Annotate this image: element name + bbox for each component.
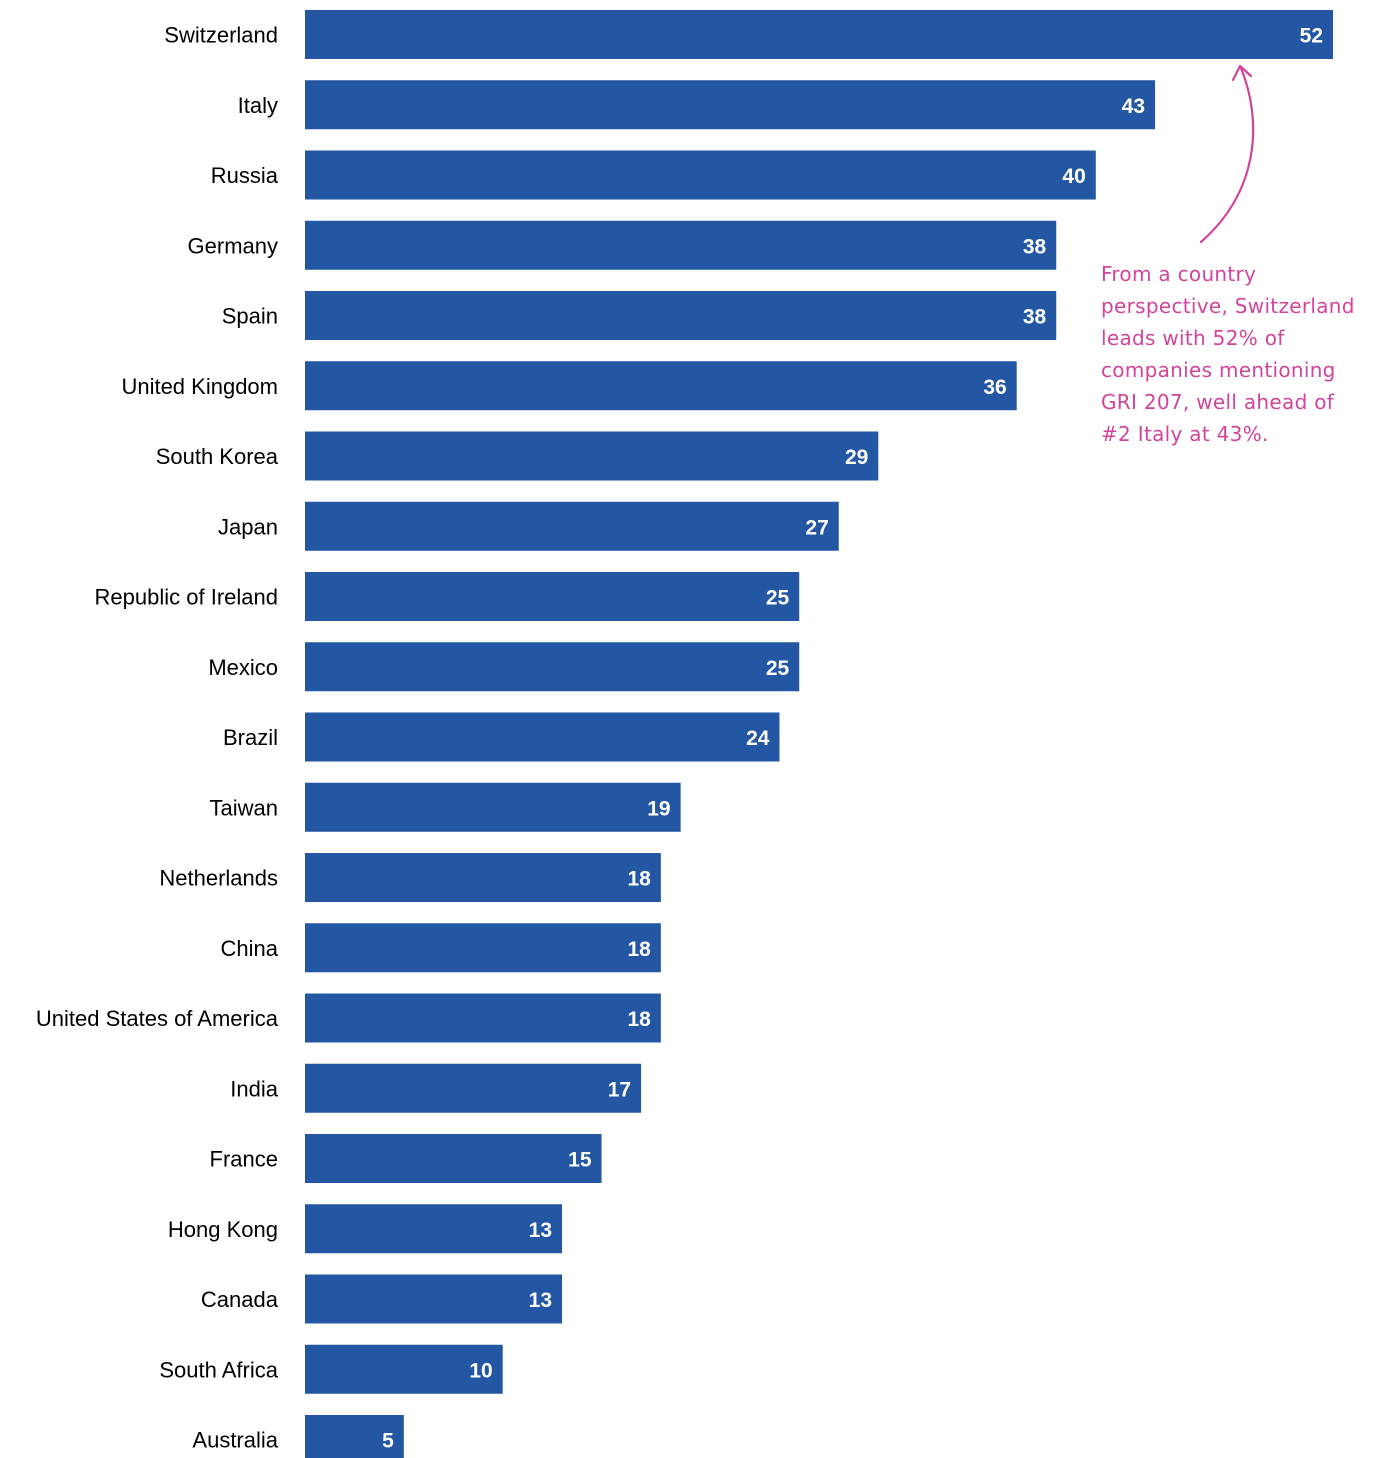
annotation-line: companies mentioning	[1101, 358, 1336, 382]
bar-taiwan	[305, 782, 681, 832]
bar-canada	[305, 1274, 562, 1324]
category-label: Canada	[201, 1287, 279, 1312]
value-label: 38	[1023, 306, 1047, 329]
bar-hong-kong	[305, 1204, 562, 1254]
category-labels-layer: Switzerland Italy Russia Germany Spain United…	[36, 23, 279, 1453]
value-label: 52	[1300, 25, 1323, 48]
category-label: Brazil	[223, 725, 278, 750]
bar-switzerland	[305, 10, 1333, 59]
category-label: Italy	[238, 93, 278, 118]
bar-germany	[305, 220, 1057, 270]
annotation-line: #2 Italy at 43%.	[1101, 422, 1269, 446]
bar-south-africa	[305, 1344, 503, 1394]
bar-netherlands	[305, 853, 661, 902]
value-label: 17	[608, 1078, 631, 1101]
category-label: France	[210, 1147, 278, 1172]
bar-italy	[305, 80, 1156, 130]
value-label: 25	[766, 657, 790, 680]
value-label: 18	[627, 1008, 651, 1031]
value-label: 38	[1023, 235, 1047, 258]
value-label: 40	[1062, 165, 1085, 188]
value-label: 15	[568, 1149, 592, 1172]
value-label: 43	[1122, 95, 1145, 118]
category-label: Switzerland	[164, 23, 278, 48]
bar-united-states-of-america	[305, 993, 661, 1043]
category-label: Spain	[222, 304, 278, 329]
category-label: United Kingdom	[121, 374, 278, 399]
value-label: 24	[746, 727, 770, 750]
category-label: China	[221, 936, 279, 961]
annotation-arrow-head	[1231, 64, 1253, 82]
value-label: 29	[845, 446, 868, 469]
bar-france	[305, 1134, 602, 1183]
bar-united-kingdom	[305, 361, 1017, 411]
category-label: Taiwan	[210, 795, 278, 820]
bars-layer	[305, 10, 1333, 1458]
category-label: Germany	[188, 233, 278, 258]
annotation-line: leads with 52% of	[1101, 326, 1285, 350]
bar-republic-of-ireland	[305, 572, 800, 621]
category-label: South Africa	[159, 1357, 278, 1382]
bar-brazil	[305, 712, 780, 762]
category-label: United States of America	[36, 1006, 279, 1031]
bar-south-korea	[305, 431, 879, 481]
bar-spain	[305, 291, 1057, 340]
value-label: 27	[805, 516, 828, 539]
annotation-arrow	[1199, 64, 1255, 244]
category-label: Netherlands	[159, 866, 278, 891]
value-label: 10	[469, 1359, 492, 1382]
bar-japan	[305, 501, 839, 551]
category-label: Hong Kong	[168, 1217, 278, 1242]
category-label: Australia	[192, 1428, 278, 1453]
bar-china	[305, 923, 661, 973]
bar-australia	[305, 1415, 404, 1458]
category-label: Mexico	[208, 655, 278, 680]
category-label: Japan	[218, 514, 278, 539]
bar-russia	[305, 150, 1096, 200]
category-label: India	[230, 1076, 278, 1101]
annotation-line: GRI 207, well ahead of	[1101, 390, 1335, 414]
annotation-arrow-line	[1199, 66, 1255, 244]
annotation-text: From a country perspective, Switzerland …	[1101, 258, 1376, 450]
annotation-line: From a country	[1101, 262, 1257, 286]
value-label: 18	[627, 868, 651, 891]
value-labels-layer: 52 43 40 38 38 36 29 27 25 25 24 19 18 18 18 17 15 13 13 10…	[382, 25, 1323, 1453]
value-label: 19	[647, 797, 670, 820]
category-label: South Korea	[156, 444, 279, 469]
annotation-line: perspective, Switzerland	[1101, 294, 1355, 318]
category-label: Russia	[211, 163, 279, 188]
value-label: 18	[627, 938, 651, 961]
value-label: 13	[529, 1219, 552, 1242]
category-label: Republic of Ireland	[95, 585, 278, 610]
value-label: 5	[382, 1430, 394, 1453]
value-label: 13	[529, 1289, 552, 1312]
bar-india	[305, 1063, 642, 1113]
value-label: 36	[983, 376, 1006, 399]
value-label: 25	[766, 587, 790, 610]
bar-mexico	[305, 642, 800, 692]
